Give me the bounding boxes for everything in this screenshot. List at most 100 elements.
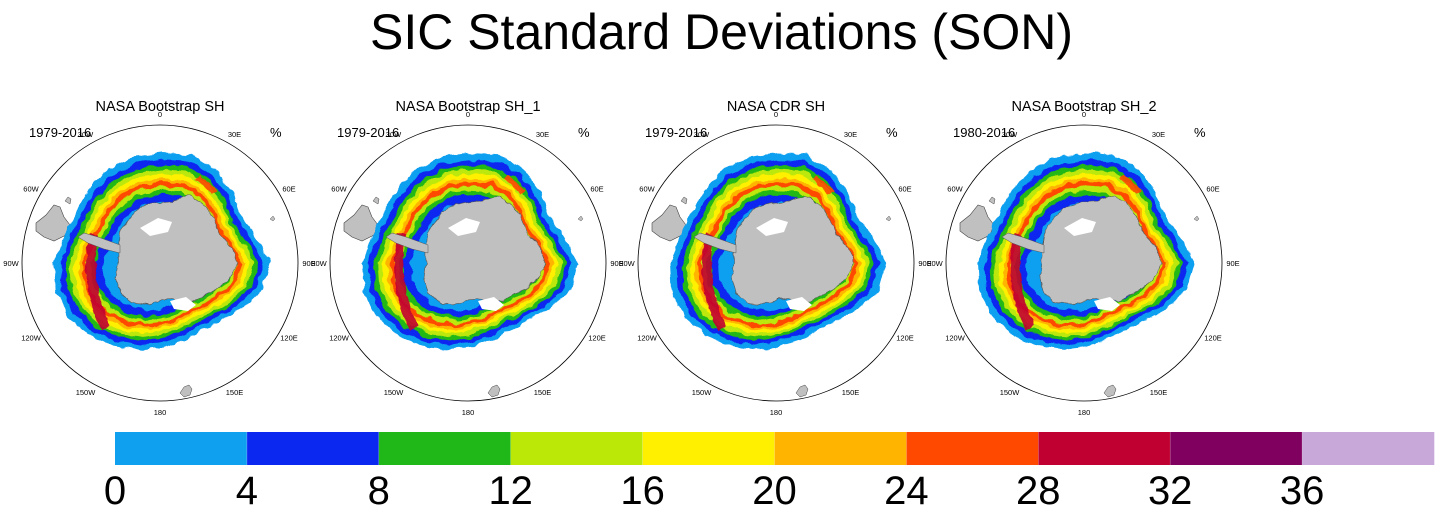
- longitude-label: 90W: [927, 259, 943, 268]
- longitude-label: 120W: [21, 334, 42, 343]
- longitude-label: 150W: [76, 388, 97, 397]
- antarctic-peninsula: [77, 232, 121, 254]
- colorbar-swatch: [1302, 432, 1435, 465]
- map-boundary: [637, 124, 915, 402]
- longitude-label: 120W: [945, 334, 966, 343]
- longitude-label: 60W: [947, 185, 963, 194]
- longitude-label: 120E: [896, 334, 914, 343]
- panel-title: NASA Bootstrap SH_1: [395, 99, 540, 115]
- longitude-label: 120W: [637, 334, 658, 343]
- longitude-label: 120E: [588, 334, 606, 343]
- panel-units: %: [270, 125, 282, 140]
- colorbar-swatch: [774, 432, 907, 465]
- colorbar-swatch: [1170, 432, 1303, 465]
- longitude-label: 60E: [1206, 185, 1219, 194]
- colorbar-swatch: [510, 432, 643, 465]
- antarctic-peninsula: [693, 232, 737, 254]
- longitude-label: 30W: [1002, 130, 1018, 139]
- kerguelen-land: [269, 215, 276, 222]
- ice-shelf: [756, 218, 788, 236]
- ice-shelf: [478, 297, 504, 311]
- longitude-label: 60W: [23, 185, 39, 194]
- ross-hotspot: [504, 175, 526, 195]
- island-land: [372, 196, 380, 205]
- panel-units: %: [1194, 125, 1206, 140]
- panel-period: 1980-2016: [953, 125, 1015, 140]
- longitude-label: 150E: [534, 388, 552, 397]
- panel-period: 1979-2016: [29, 125, 91, 140]
- longitude-label: 60W: [639, 185, 655, 194]
- longitude-label: 90E: [918, 259, 931, 268]
- ice-shelf: [140, 218, 172, 236]
- longitude-label: 180: [154, 408, 167, 417]
- colorbar-tick-label: 8: [368, 469, 390, 513]
- ice-shelf: [448, 218, 480, 236]
- colorbar-tick-label: 28: [1016, 469, 1061, 513]
- longitude-label: 90E: [302, 259, 315, 268]
- panel-period: 1979-2016: [645, 125, 707, 140]
- colorbar-swatch: [246, 432, 380, 465]
- ross-hotspot: [1120, 175, 1142, 195]
- colorbar-swatch: [642, 432, 775, 465]
- longitude-label: 0: [774, 110, 778, 119]
- ice-shelf: [170, 297, 196, 311]
- longitude-label: 150W: [692, 388, 713, 397]
- colorbar-tick-label: 20: [752, 469, 797, 513]
- new-zealand-land: [795, 384, 809, 398]
- longitude-label: 60E: [590, 185, 603, 194]
- antarctica-land: [423, 195, 547, 305]
- longitude-label: 90W: [311, 259, 327, 268]
- colorbar-tick-label: 36: [1280, 469, 1325, 513]
- panel-title: NASA Bootstrap SH_2: [1011, 99, 1156, 115]
- colorbar-tick-label: 0: [104, 469, 126, 513]
- longitude-label: 0: [1082, 110, 1086, 119]
- longitude-label: 180: [1078, 408, 1091, 417]
- panel-title: NASA CDR SH: [727, 99, 825, 115]
- longitude-label: 90E: [1226, 259, 1239, 268]
- figure-title: SIC Standard Deviations (SON): [369, 4, 1074, 60]
- colorbar-tick-label: 16: [620, 469, 665, 513]
- ross-hotspot: [812, 175, 834, 195]
- map-panel: NASA Bootstrap SH_2 1980-2016 % 0 30E 60E 90E 1…: [927, 99, 1239, 417]
- kerguelen-land: [1193, 215, 1200, 222]
- weddell-hotspot: [86, 233, 110, 331]
- longitude-label: 90W: [3, 259, 19, 268]
- new-zealand-land: [179, 384, 193, 398]
- longitude-label: 30W: [386, 130, 402, 139]
- antarctica-land: [1039, 195, 1163, 305]
- longitude-label: 0: [158, 110, 162, 119]
- longitude-label: 0: [466, 110, 470, 119]
- antarctica-land: [115, 195, 239, 305]
- longitude-label: 180: [770, 408, 783, 417]
- colorbar-tick-label: 32: [1148, 469, 1193, 513]
- longitude-label: 120W: [329, 334, 350, 343]
- longitude-label: 30E: [536, 130, 549, 139]
- longitude-label: 180: [462, 408, 475, 417]
- map-panel: NASA Bootstrap SH_1 1979-2016 % 0 30E 60E 90E 1…: [311, 99, 623, 417]
- kerguelen-land: [885, 215, 892, 222]
- longitude-label: 60E: [898, 185, 911, 194]
- ross-hotspot: [196, 175, 218, 195]
- colorbar-tick-label: 24: [884, 469, 929, 513]
- colorbar-swatch: [1038, 432, 1171, 465]
- longitude-label: 150W: [1000, 388, 1021, 397]
- ice-shelf: [786, 297, 812, 311]
- island-land: [64, 196, 72, 205]
- longitude-label: 30W: [78, 130, 94, 139]
- weddell-hotspot: [1010, 233, 1034, 331]
- map-panel: NASA CDR SH 1979-2016 % 0 30E 60E 90E 120E 150E 1…: [619, 99, 931, 417]
- longitude-label: 120E: [1204, 334, 1222, 343]
- colorbar-tick-label: 12: [488, 469, 533, 513]
- longitude-label: 30E: [1152, 130, 1165, 139]
- colorbar-swatch: [378, 432, 511, 465]
- antarctic-peninsula: [1001, 232, 1045, 254]
- longitude-label: 30W: [694, 130, 710, 139]
- panel-units: %: [578, 125, 590, 140]
- ice-shelf: [1064, 218, 1096, 236]
- longitude-label: 150W: [384, 388, 405, 397]
- colorbar-tick-label: 4: [236, 469, 258, 513]
- map-boundary: [945, 124, 1223, 402]
- weddell-hotspot: [394, 233, 418, 331]
- colorbar-swatch: [906, 432, 1039, 465]
